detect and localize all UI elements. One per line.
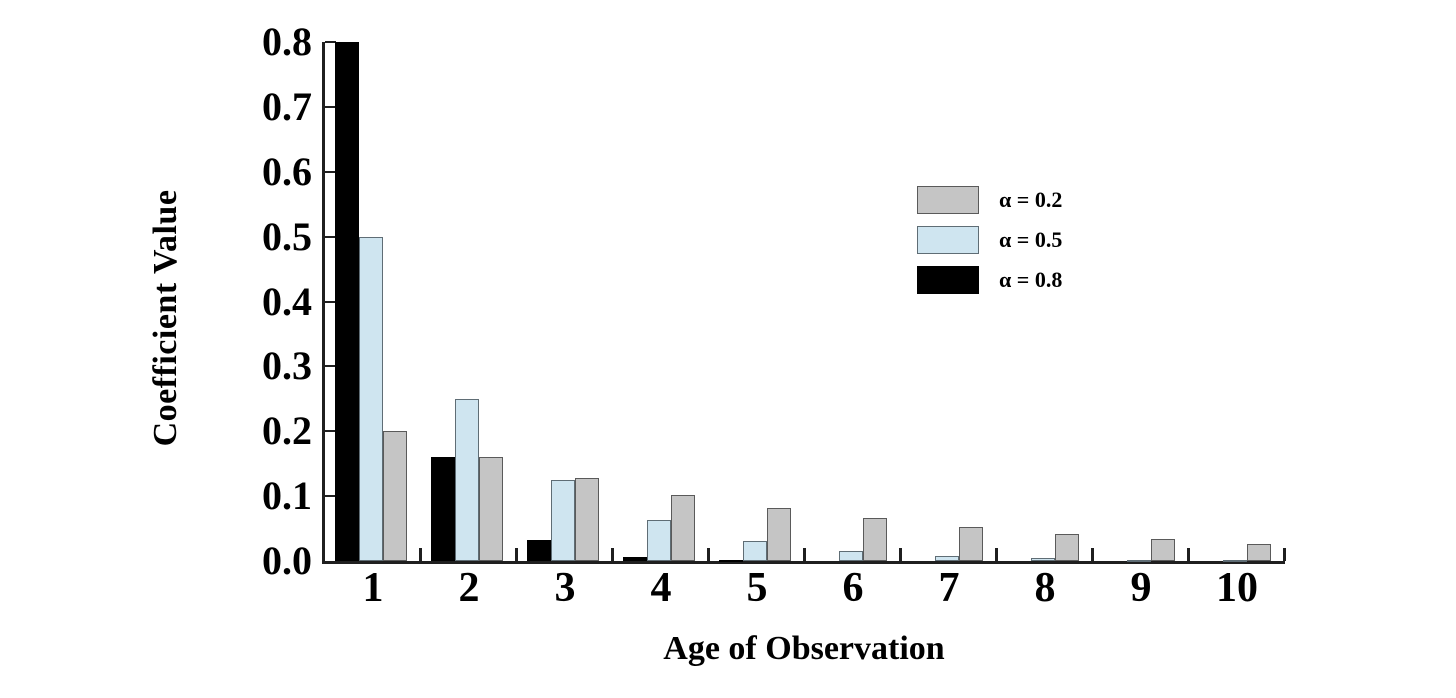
bar-alpha-0.2-age-8 <box>1055 534 1079 561</box>
bar-alpha-0.2-age-2 <box>479 457 503 561</box>
bar-alpha-0.8-age-4 <box>623 557 647 561</box>
x-axis-line <box>322 561 1285 564</box>
legend-swatch-alpha-0.8 <box>917 266 979 294</box>
x-tick-label: 2 <box>458 565 480 611</box>
y-tick-mark <box>325 235 336 238</box>
bar-alpha-0.2-age-5 <box>767 508 791 561</box>
x-tick-mark <box>1187 548 1190 561</box>
x-tick-label: 3 <box>554 565 576 611</box>
legend-label-alpha-0.2: α = 0.2 <box>999 187 1063 212</box>
y-tick-mark <box>325 105 336 108</box>
y-tick-mark <box>325 495 336 498</box>
x-tick-mark <box>515 548 518 561</box>
bar-alpha-0.8-age-2 <box>431 457 455 561</box>
bar-alpha-0.2-age-6 <box>863 518 887 561</box>
legend-swatch-alpha-0.2 <box>917 186 979 214</box>
bar-alpha-0.5-age-1 <box>359 237 383 561</box>
x-tick-mark <box>803 548 806 561</box>
legend-item-alpha-0.8: α = 0.8 <box>917 266 1062 294</box>
y-tick-label: 0.6 <box>262 148 312 194</box>
y-tick-label: 0.7 <box>262 83 312 129</box>
bar-alpha-0.2-age-3 <box>575 478 599 561</box>
legend: α = 0.2 α = 0.5 α = 0.8 <box>917 186 1062 306</box>
x-tick-mark <box>899 548 902 561</box>
y-tick-label: 0.1 <box>262 473 312 519</box>
legend-item-alpha-0.5: α = 0.5 <box>917 226 1062 254</box>
x-tick-label: 8 <box>1034 565 1056 611</box>
x-tick-mark <box>419 548 422 561</box>
y-tick-label: 0.8 <box>262 19 312 64</box>
x-tick-label: 6 <box>842 565 864 611</box>
x-tick-label: 9 <box>1130 565 1152 611</box>
bar-alpha-0.8-age-5 <box>719 560 743 562</box>
y-axis-line <box>322 42 325 564</box>
y-tick-label: 0.4 <box>262 278 312 324</box>
x-tick-label: 1 <box>362 565 384 611</box>
x-tick-label: 5 <box>746 565 768 611</box>
x-tick-label: 10 <box>1216 565 1258 611</box>
bar-alpha-0.5-age-9 <box>1127 560 1151 562</box>
x-tick-mark <box>995 548 998 561</box>
bar-alpha-0.8-age-1 <box>335 42 359 561</box>
x-tick-mark <box>707 548 710 561</box>
legend-label-alpha-0.8: α = 0.8 <box>999 267 1063 292</box>
bar-alpha-0.5-age-2 <box>455 399 479 561</box>
y-tick-label: 0.0 <box>262 538 312 583</box>
y-tick-mark <box>325 170 336 173</box>
bar-alpha-0.5-age-6 <box>839 551 863 561</box>
bar-alpha-0.5-age-5 <box>743 541 767 561</box>
bar-alpha-0.2-age-1 <box>383 431 407 561</box>
y-tick-label: 0.2 <box>262 408 312 454</box>
legend-label-alpha-0.5: α = 0.5 <box>999 227 1063 252</box>
x-tick-label: 7 <box>938 565 960 611</box>
y-tick-mark <box>325 41 336 43</box>
x-tick-mark <box>611 548 614 561</box>
y-tick-label: 0.3 <box>262 343 312 389</box>
bar-alpha-0.5-age-8 <box>1031 558 1055 561</box>
legend-swatch-alpha-0.5 <box>917 226 979 254</box>
x-tick-mark <box>1283 548 1286 561</box>
bar-alpha-0.2-age-4 <box>671 495 695 561</box>
bar-alpha-0.2-age-7 <box>959 527 983 561</box>
bar-alpha-0.5-age-4 <box>647 520 671 561</box>
bar-alpha-0.8-age-3 <box>527 540 551 561</box>
bar-alpha-0.2-age-9 <box>1151 539 1175 561</box>
y-tick-label: 0.5 <box>262 213 312 259</box>
y-tick-mark <box>325 365 336 368</box>
bar-alpha-0.5-age-3 <box>551 480 575 561</box>
x-axis-title: Age of Observation <box>663 630 945 667</box>
y-tick-mark <box>325 430 336 433</box>
x-tick-mark <box>1091 548 1094 561</box>
bar-alpha-0.2-age-10 <box>1247 544 1271 561</box>
bar-alpha-0.5-age-10 <box>1223 560 1247 562</box>
bar-alpha-0.5-age-7 <box>935 556 959 561</box>
y-tick-mark <box>325 300 336 303</box>
x-tick-label: 4 <box>650 565 672 611</box>
legend-item-alpha-0.2: α = 0.2 <box>917 186 1062 214</box>
